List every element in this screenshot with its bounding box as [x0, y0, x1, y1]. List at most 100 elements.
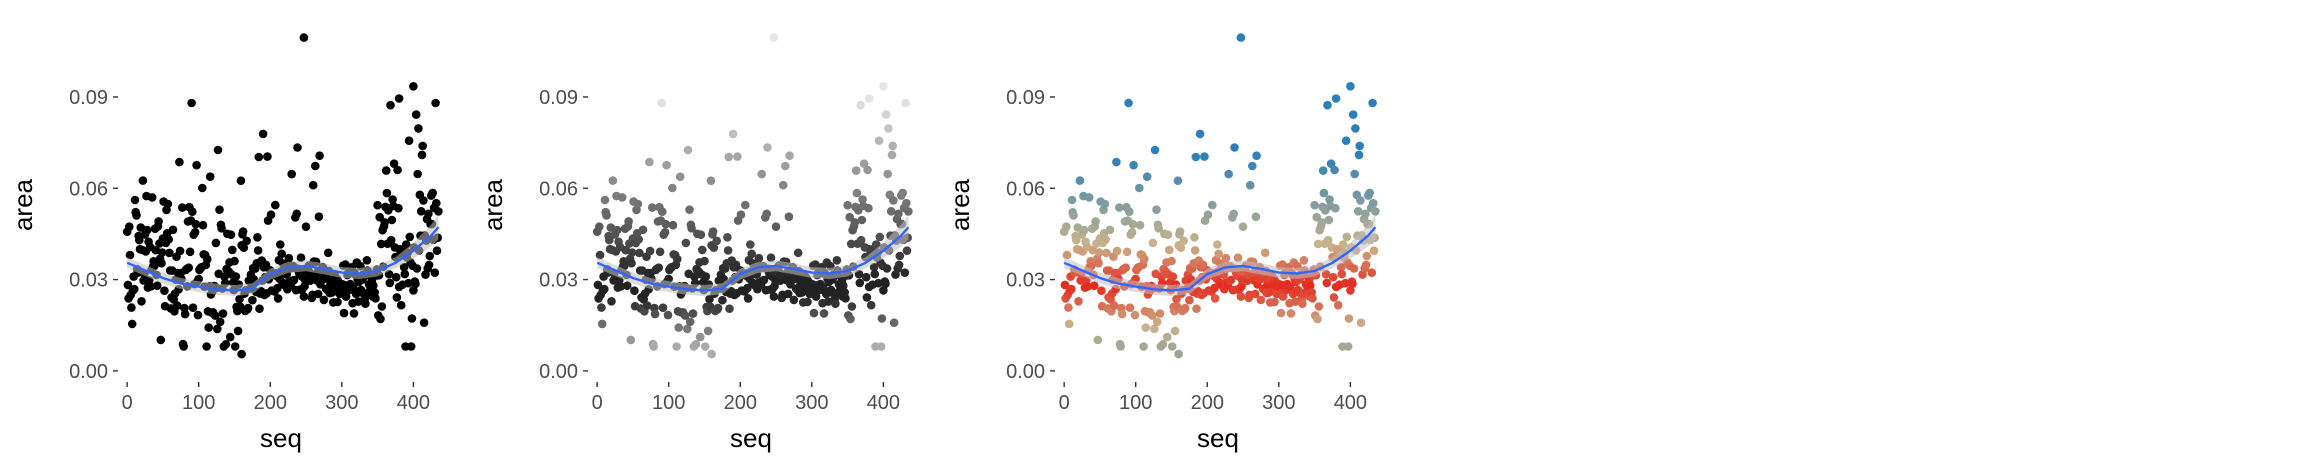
- data-point: [900, 268, 910, 278]
- data-point: [778, 180, 788, 190]
- data-point: [138, 176, 148, 185]
- data-point: [165, 248, 174, 258]
- data-point: [411, 279, 420, 289]
- data-point: [1192, 304, 1201, 314]
- data-point: [127, 319, 137, 329]
- data-point: [866, 300, 876, 310]
- data-point: [215, 205, 224, 214]
- data-point: [1230, 143, 1239, 152]
- data-point: [663, 310, 673, 320]
- data-point: [406, 342, 416, 351]
- data-point: [1362, 251, 1372, 261]
- data-point: [743, 294, 753, 303]
- data-point: [1361, 260, 1371, 270]
- data-point: [902, 246, 912, 255]
- data-point: [308, 180, 318, 190]
- data-point: [323, 248, 333, 258]
- data-point: [1130, 310, 1140, 320]
- data-point: [428, 188, 438, 198]
- data-point: [1142, 172, 1152, 181]
- data-point: [1353, 207, 1363, 216]
- data-point: [1325, 195, 1334, 204]
- data-point: [1346, 82, 1355, 91]
- data-point: [781, 161, 790, 171]
- data-point: [391, 272, 401, 282]
- data-point: [237, 349, 246, 359]
- data-point: [645, 246, 655, 256]
- data-point: [881, 279, 890, 289]
- data-point: [432, 198, 441, 208]
- data-point: [386, 100, 395, 110]
- data-point: [655, 247, 665, 257]
- data-point: [650, 309, 660, 319]
- smooth-confidence-band: [127, 215, 439, 296]
- data-point: [231, 272, 241, 281]
- data-point: [1213, 240, 1222, 249]
- data-point: [1329, 293, 1339, 302]
- data-point: [597, 303, 606, 312]
- x-tick-label: 400: [867, 392, 900, 414]
- data-point: [1135, 220, 1145, 230]
- data-point: [371, 294, 380, 303]
- data-point: [883, 169, 892, 179]
- data-point: [1089, 281, 1099, 291]
- data-point: [1278, 292, 1288, 301]
- data-point: [832, 255, 842, 265]
- data-point: [1233, 253, 1243, 262]
- data-point: [1175, 227, 1185, 236]
- data-point: [1105, 225, 1115, 235]
- data-point: [1200, 152, 1209, 161]
- data-point: [757, 169, 766, 179]
- y-tick-label: 0.03: [539, 270, 578, 292]
- data-point: [1369, 198, 1378, 208]
- data-point: [1162, 332, 1172, 342]
- x-tick-label: 100: [182, 392, 215, 414]
- data-point: [404, 136, 414, 145]
- data-point: [1084, 193, 1094, 202]
- data-point: [1148, 238, 1158, 248]
- data-point: [1298, 299, 1307, 309]
- data-point: [630, 286, 639, 296]
- data-point: [708, 227, 718, 236]
- data-point: [253, 233, 262, 242]
- data-point: [1208, 200, 1217, 210]
- data-point: [1260, 248, 1270, 258]
- data-point: [894, 260, 904, 270]
- data-point: [178, 203, 187, 212]
- data-point: [130, 195, 140, 205]
- data-point: [339, 308, 349, 318]
- data-point: [1191, 152, 1201, 162]
- data-point: [198, 220, 208, 230]
- data-point: [600, 195, 610, 205]
- data-point: [180, 309, 190, 319]
- data-point: [188, 303, 198, 313]
- data-point: [1349, 264, 1359, 273]
- data-point: [712, 236, 721, 246]
- data-point: [1248, 161, 1257, 171]
- data-point: [1147, 311, 1157, 320]
- data-point: [876, 342, 886, 351]
- data-point: [1313, 239, 1323, 249]
- data-point: [311, 161, 320, 171]
- data-point: [688, 309, 698, 318]
- data-point: [168, 225, 178, 235]
- data-point: [319, 295, 329, 305]
- data-point: [1125, 303, 1135, 313]
- data-point: [879, 286, 888, 295]
- data-point: [852, 188, 862, 198]
- y-axis-title: area: [945, 178, 975, 231]
- data-point: [154, 217, 163, 226]
- data-point: [607, 297, 616, 306]
- data-point: [1331, 94, 1341, 103]
- data-point: [1348, 279, 1357, 289]
- data-point: [1310, 200, 1319, 210]
- data-point: [273, 294, 283, 303]
- data-point: [432, 246, 442, 255]
- smooth-confidence-band: [1064, 215, 1376, 296]
- data-point: [901, 98, 910, 108]
- data-point: [843, 200, 852, 210]
- data-point: [597, 319, 607, 329]
- data-point: [658, 303, 668, 313]
- data-point: [284, 253, 294, 263]
- data-point: [668, 183, 677, 193]
